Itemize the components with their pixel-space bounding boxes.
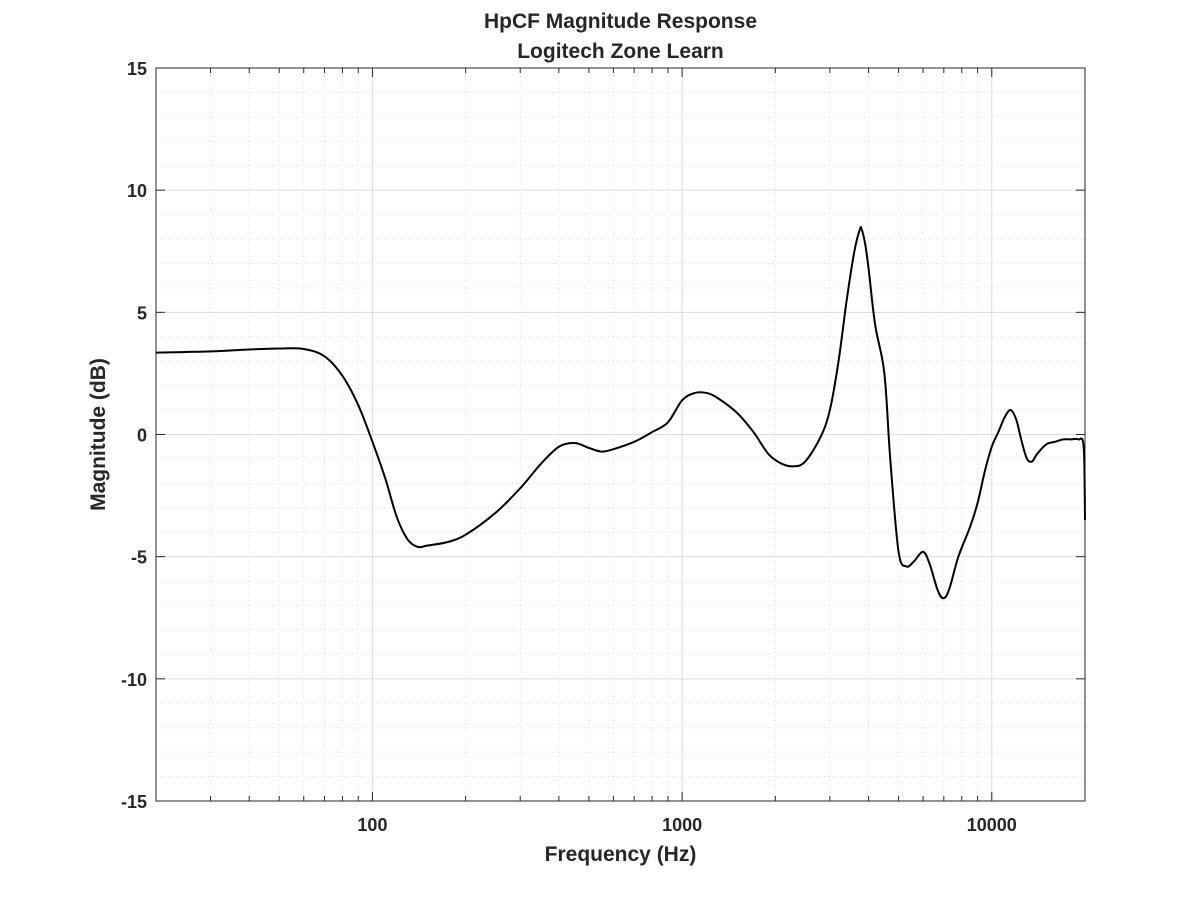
y-tick-label: -5 <box>131 548 147 568</box>
y-tick-label: 0 <box>137 426 147 446</box>
x-tick-labels: 100 1000 10000 <box>357 815 1016 835</box>
chart-title: HpCF Magnitude Response <box>484 10 757 33</box>
minor-grid <box>155 68 1086 801</box>
y-tick-label: 15 <box>127 59 147 79</box>
y-tick-label: 5 <box>137 303 147 323</box>
x-axis-label: Frequency (Hz) <box>545 843 697 866</box>
y-axis-label: Magnitude (dB) <box>87 358 110 511</box>
y-tick-label: 10 <box>127 181 147 201</box>
y-tick-labels: 15 10 5 0 -5 -10 -15 <box>121 59 147 812</box>
axes-box <box>155 67 1086 802</box>
magnitude-series-line <box>155 225 1086 600</box>
x-tick-label: 1000 <box>662 815 702 835</box>
y-tick-label: -15 <box>121 792 147 812</box>
y-tick-label: -10 <box>121 670 147 690</box>
x-tick-label: 10000 <box>967 815 1017 835</box>
x-tick-label: 100 <box>357 815 387 835</box>
curve-layer <box>155 225 1086 600</box>
chart-subtitle: Logitech Zone Learn <box>517 40 724 63</box>
